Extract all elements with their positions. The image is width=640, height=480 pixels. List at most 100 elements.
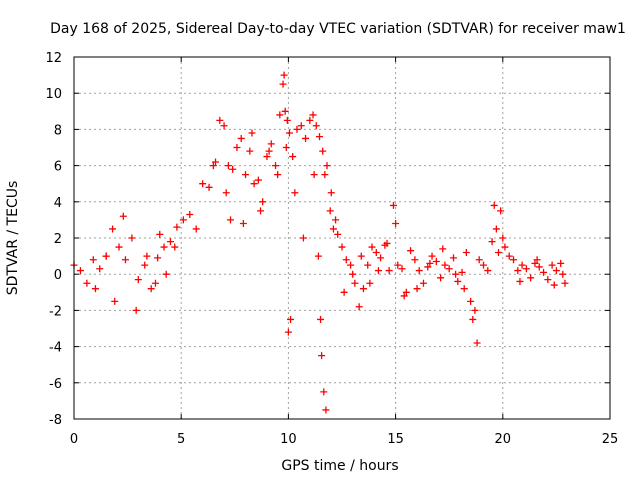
data-point	[488, 238, 496, 246]
data-point	[454, 277, 462, 285]
data-point	[497, 207, 505, 215]
data-point	[162, 270, 170, 278]
data-point	[398, 265, 406, 273]
data-point	[441, 261, 449, 269]
data-point	[263, 153, 271, 161]
data-point	[279, 80, 287, 88]
data-point	[317, 315, 325, 323]
data-point	[282, 144, 290, 151]
data-point	[329, 225, 337, 233]
data-point	[424, 263, 432, 271]
y-tick-label: -6	[49, 377, 62, 392]
data-point	[323, 162, 331, 170]
data-point	[115, 243, 123, 251]
data-point	[407, 247, 415, 255]
data-point	[257, 207, 265, 215]
data-point	[147, 285, 155, 293]
data-point	[285, 129, 293, 137]
data-point	[383, 239, 391, 247]
data-point	[432, 258, 440, 266]
data-point	[302, 134, 310, 142]
data-point	[351, 279, 359, 287]
data-point	[550, 281, 558, 289]
data-point	[490, 201, 498, 209]
data-point	[248, 129, 256, 137]
data-point	[289, 153, 297, 161]
data-point	[413, 285, 421, 293]
data-point	[510, 256, 518, 264]
data-point	[495, 248, 503, 256]
y-tick-label: 6	[54, 160, 62, 175]
data-point	[527, 274, 535, 282]
data-point	[299, 234, 307, 242]
data-point	[460, 285, 468, 293]
data-point	[394, 261, 402, 269]
data-point	[83, 279, 91, 287]
x-tick-label: 25	[602, 432, 619, 447]
data-point	[469, 315, 477, 323]
y-tick-label: -8	[49, 413, 62, 428]
data-point	[559, 270, 567, 278]
data-point	[445, 265, 453, 273]
axis-ticks	[73, 56, 611, 420]
data-point	[179, 216, 187, 224]
data-point	[267, 140, 275, 148]
data-point	[319, 147, 327, 155]
data-point	[291, 189, 299, 197]
data-point	[426, 259, 434, 267]
data-point	[533, 256, 541, 264]
data-point	[199, 180, 207, 188]
data-point	[283, 116, 291, 124]
data-point	[227, 216, 235, 224]
data-point	[548, 261, 556, 269]
data-point	[315, 133, 323, 141]
data-point	[293, 125, 301, 133]
data-point	[254, 176, 262, 184]
y-tick-label: 8	[54, 123, 62, 138]
data-point	[452, 270, 460, 278]
data-point	[535, 263, 543, 271]
data-point	[484, 267, 492, 275]
data-point	[449, 254, 457, 262]
data-point	[287, 315, 295, 323]
y-tick-label: 4	[54, 196, 62, 211]
y-tick-label: 2	[54, 232, 62, 247]
data-point	[274, 171, 282, 179]
x-axis-label: GPS time / hours	[281, 458, 398, 474]
data-point	[209, 162, 217, 170]
data-point	[467, 297, 475, 305]
data-point	[437, 274, 445, 282]
data-point	[540, 268, 548, 276]
data-point	[173, 223, 181, 231]
data-point	[499, 234, 507, 242]
data-point	[357, 252, 365, 260]
data-point	[134, 276, 142, 284]
data-point	[385, 267, 393, 275]
data-point	[186, 210, 194, 218]
y-tick-labels: -8 -6 -4 -2 0 2 4 6 8 10 12	[45, 51, 62, 428]
data-point	[327, 189, 335, 197]
data-point	[272, 162, 280, 170]
data-point	[309, 111, 317, 119]
data-point	[132, 306, 140, 314]
data-point	[415, 267, 423, 275]
y-tick-label: 10	[45, 87, 62, 102]
data-point	[119, 212, 127, 220]
x-tick-label: 20	[495, 432, 512, 447]
data-point	[326, 207, 334, 215]
data-point	[242, 171, 250, 179]
data-point	[374, 267, 382, 275]
data-point	[505, 252, 513, 260]
data-point	[389, 201, 397, 209]
data-point	[314, 252, 322, 260]
data-point	[368, 243, 376, 251]
data-point	[222, 189, 230, 197]
data-point	[166, 238, 174, 246]
data-point	[220, 122, 228, 130]
data-point	[312, 122, 320, 130]
x-tick-label: 10	[280, 432, 297, 447]
data-point	[239, 220, 247, 228]
data-point	[128, 234, 136, 242]
data-point	[392, 220, 400, 228]
